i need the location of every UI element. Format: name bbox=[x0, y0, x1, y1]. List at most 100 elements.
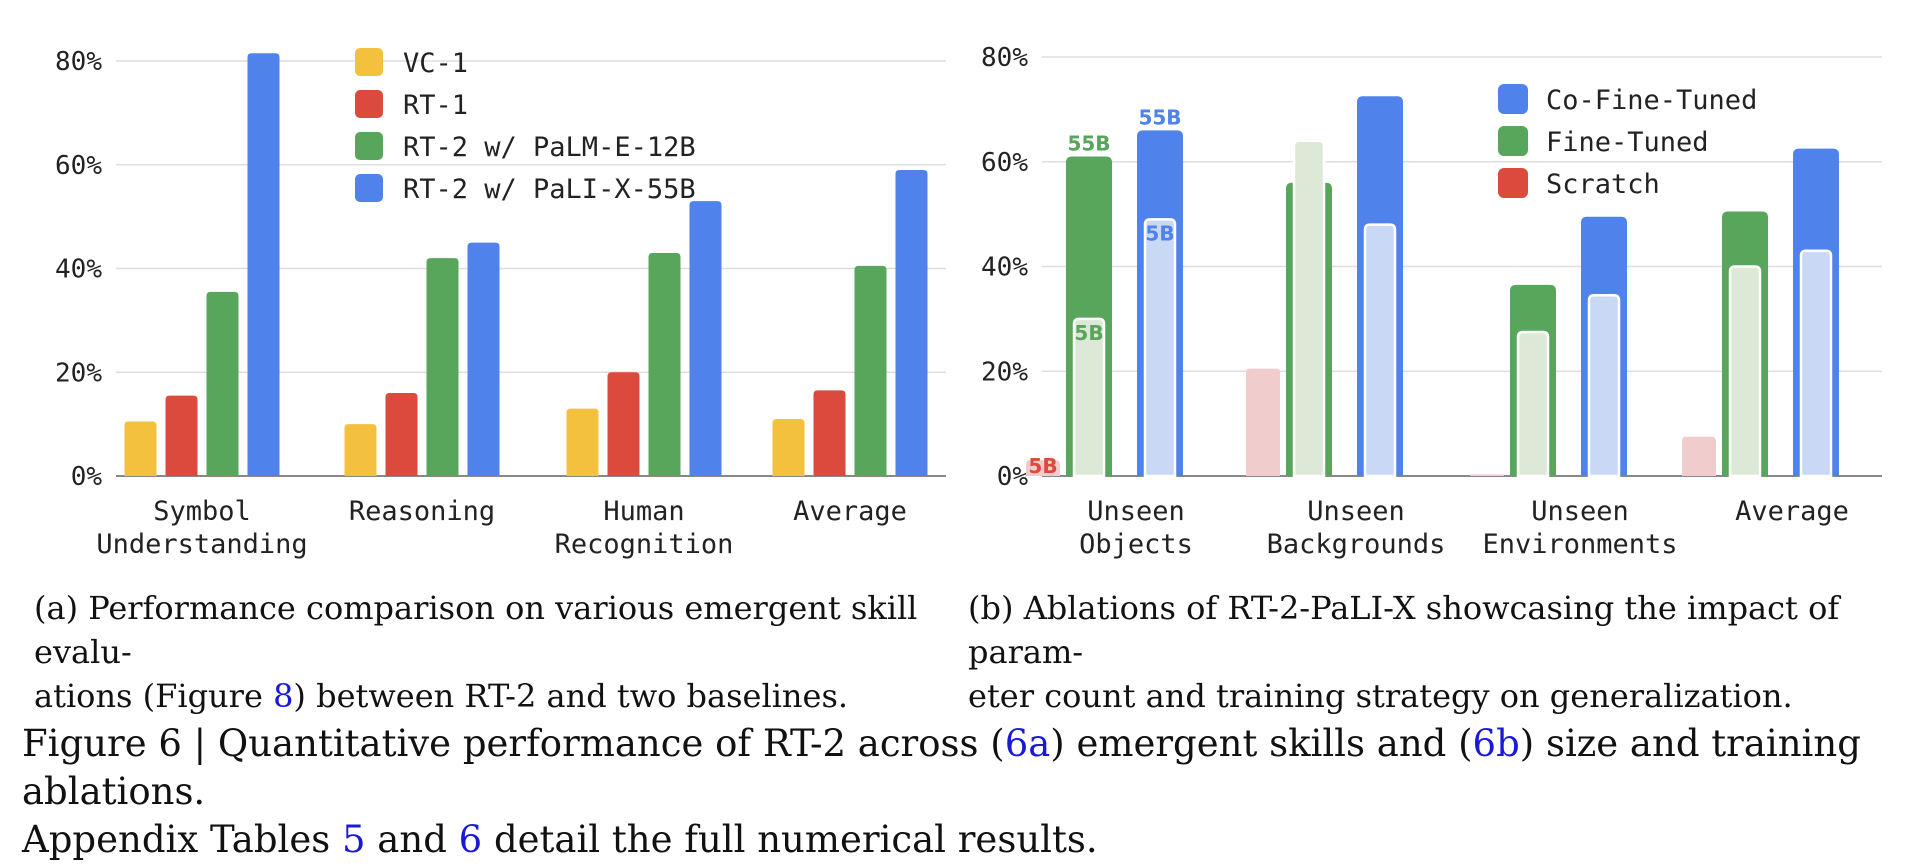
bar-rt-2-w-pali-x-55b-symbol-understanding bbox=[247, 53, 280, 476]
figure-8-link[interactable]: 8 bbox=[273, 677, 294, 715]
legend-label-rt-2-w-palm-e-12b: RT-2 w/ PaLM-E-12B bbox=[403, 132, 696, 163]
x-category-label-line: Recognition bbox=[555, 529, 734, 560]
bar-fine-tuned-5b-average bbox=[1728, 265, 1762, 478]
x-category-label-average: Average bbox=[793, 496, 907, 527]
x-category-label-line: Symbol bbox=[153, 496, 251, 527]
legend-swatch-rt-2-w-pali-x-55b bbox=[355, 174, 383, 202]
x-category-label-unseen-environments: Unseen Environments bbox=[1482, 496, 1677, 560]
caption-b-line2: eter count and training strategy on gene… bbox=[968, 677, 1793, 715]
legend-label-rt-2-w-pali-x-55b: RT-2 w/ PaLI-X-55B bbox=[403, 174, 696, 205]
bar-rt-2-w-palm-e-12b-reasoning bbox=[426, 258, 459, 476]
bar-vc-1-symbol-understanding bbox=[124, 421, 157, 476]
y-tick-label-20: 20% bbox=[55, 358, 102, 388]
legend-swatch-co-fine-tuned bbox=[1498, 84, 1528, 114]
x-category-label-line: Average bbox=[793, 496, 907, 527]
bar-rt-2-w-palm-e-12b-symbol-understanding bbox=[206, 291, 239, 476]
caption-a-line2-post: ) between RT-2 and two baselines. bbox=[293, 677, 849, 715]
x-category-label-line: Average bbox=[1735, 496, 1849, 527]
legend-swatch-vc-1 bbox=[355, 48, 383, 76]
x-category-label-average: Average bbox=[1735, 496, 1849, 527]
bar-rt-1-human-recognition bbox=[607, 372, 640, 476]
bar-vc-1-average bbox=[772, 418, 805, 476]
legend-label-fine-tuned: Fine-Tuned bbox=[1546, 127, 1709, 158]
bar-scratch-5b-average bbox=[1682, 436, 1716, 476]
chart-a: 0% 20% 40% 60% 80% Symbol Understanding Reasoni… bbox=[55, 47, 946, 560]
x-category-label-reasoning: Reasoning bbox=[349, 496, 495, 527]
bar-label-fine-tuned-55b-unseen-objects: 55B bbox=[1067, 132, 1110, 156]
bar-label-co-fine-tuned-5b-unseen-objects: 5B bbox=[1145, 221, 1174, 245]
bar-co-fine-tuned-5b-unseen-objects bbox=[1143, 218, 1177, 478]
bar-rt-1-average bbox=[813, 390, 846, 476]
bar-scratch-5b-unseen-environments bbox=[1470, 474, 1504, 476]
bar-rt-2-w-pali-x-55b-average bbox=[895, 169, 928, 476]
y-tick-label-40: 40% bbox=[981, 253, 1028, 283]
x-category-label-line: Unseen bbox=[1087, 496, 1185, 527]
legend-swatch-scratch bbox=[1498, 168, 1528, 198]
bar-label-co-fine-tuned-55b-unseen-objects: 55B bbox=[1138, 105, 1181, 129]
bar-scratch-5b-unseen-objects bbox=[1026, 460, 1060, 476]
figure-caption-line2-pre: Appendix Tables bbox=[22, 818, 342, 861]
caption-b: (b) Ablations of RT-2-PaLI-X showcasing … bbox=[968, 586, 1908, 718]
legend-swatch-fine-tuned bbox=[1498, 126, 1528, 156]
bar-fine-tuned-5b-unseen-environments bbox=[1516, 330, 1550, 478]
bar-rt-2-w-palm-e-12b-average bbox=[854, 265, 887, 476]
table-6-link[interactable]: 6 bbox=[458, 818, 483, 861]
bar-rt-2-w-pali-x-55b-reasoning bbox=[467, 242, 500, 476]
y-tick-label-0: 0% bbox=[997, 462, 1029, 492]
x-category-label-unseen-backgrounds: Unseen Backgrounds bbox=[1267, 496, 1446, 560]
figure-caption-line2-post: detail the full numerical results. bbox=[482, 818, 1098, 861]
y-tick-label-40: 40% bbox=[55, 255, 102, 285]
legend-swatch-rt-1 bbox=[355, 90, 383, 118]
bar-vc-1-human-recognition bbox=[566, 408, 599, 476]
figure-6a-link[interactable]: 6a bbox=[1004, 722, 1051, 765]
bar-fine-tuned-5b-unseen-backgrounds bbox=[1292, 139, 1326, 478]
x-category-label-line: Reasoning bbox=[349, 496, 495, 527]
figure-caption-mid2: ) size and training ablations. bbox=[22, 722, 1861, 813]
legend-label-vc-1: VC-1 bbox=[403, 48, 468, 79]
x-category-label-line: Backgrounds bbox=[1267, 529, 1446, 560]
legend-label-rt-1: RT-1 bbox=[403, 90, 468, 121]
table-5-link[interactable]: 5 bbox=[342, 818, 366, 861]
x-category-label-line: Human bbox=[603, 496, 684, 527]
caption-a-line2-pre: ations (Figure bbox=[34, 677, 274, 715]
figure-caption-pre: Figure 6 | Quantitative performance of R… bbox=[22, 722, 1005, 765]
bar-scratch-5b-unseen-backgrounds bbox=[1246, 368, 1280, 476]
figure: 0% 20% 40% 60% 80% Symbol Understanding Reasoni… bbox=[22, 43, 1908, 861]
y-tick-label-60: 60% bbox=[55, 151, 102, 181]
x-category-label-line: Objects bbox=[1079, 529, 1193, 560]
bar-rt-1-reasoning bbox=[385, 393, 418, 476]
x-category-label-unseen-objects: Unseen Objects bbox=[1079, 496, 1193, 560]
x-category-label-line: Unseen bbox=[1307, 496, 1405, 527]
x-category-label-line: Environments bbox=[1482, 529, 1677, 560]
y-tick-label-80: 80% bbox=[55, 47, 102, 77]
figure-caption: Figure 6 | Quantitative performance of R… bbox=[22, 720, 1922, 864]
bar-rt-2-w-pali-x-55b-human-recognition bbox=[689, 201, 722, 476]
x-category-label-line: Unseen bbox=[1531, 496, 1629, 527]
bar-vc-1-reasoning bbox=[344, 424, 377, 476]
legend-swatch-rt-2-w-palm-e-12b bbox=[355, 132, 383, 160]
caption-a-line1: (a) Performance comparison on various em… bbox=[34, 589, 918, 671]
bar-co-fine-tuned-5b-average bbox=[1799, 249, 1833, 478]
x-category-label-human-recognition: Human Recognition bbox=[555, 496, 734, 560]
x-category-label-symbol-understanding: Symbol Understanding bbox=[96, 496, 307, 560]
bar-rt-2-w-palm-e-12b-human-recognition bbox=[648, 252, 681, 476]
figure-caption-and: and bbox=[365, 818, 459, 861]
y-tick-label-60: 60% bbox=[981, 148, 1028, 178]
y-tick-label-0: 0% bbox=[71, 462, 103, 492]
bar-rt-1-symbol-understanding bbox=[165, 395, 198, 476]
y-tick-label-80: 80% bbox=[981, 43, 1028, 73]
figure-6b-link[interactable]: 6b bbox=[1472, 722, 1520, 765]
bar-co-fine-tuned-5b-unseen-environments bbox=[1587, 294, 1621, 478]
bar-label-scratch-5b-unseen-objects: 5B bbox=[1028, 454, 1057, 478]
legend-label-scratch: Scratch bbox=[1546, 169, 1660, 200]
caption-a: (a) Performance comparison on various em… bbox=[34, 586, 974, 718]
y-tick-label-20: 20% bbox=[981, 357, 1028, 387]
legend-label-co-fine-tuned: Co-Fine-Tuned bbox=[1546, 85, 1757, 116]
bar-co-fine-tuned-5b-unseen-backgrounds bbox=[1363, 223, 1397, 478]
figure-caption-mid1: ) emergent skills and ( bbox=[1050, 722, 1473, 765]
bar-label-fine-tuned-5b-unseen-objects: 5B bbox=[1074, 321, 1103, 345]
caption-b-line1: (b) Ablations of RT-2-PaLI-X showcasing … bbox=[968, 589, 1840, 671]
bar-fine-tuned-5b-unseen-objects bbox=[1072, 317, 1106, 478]
x-category-label-line: Understanding bbox=[96, 529, 307, 560]
